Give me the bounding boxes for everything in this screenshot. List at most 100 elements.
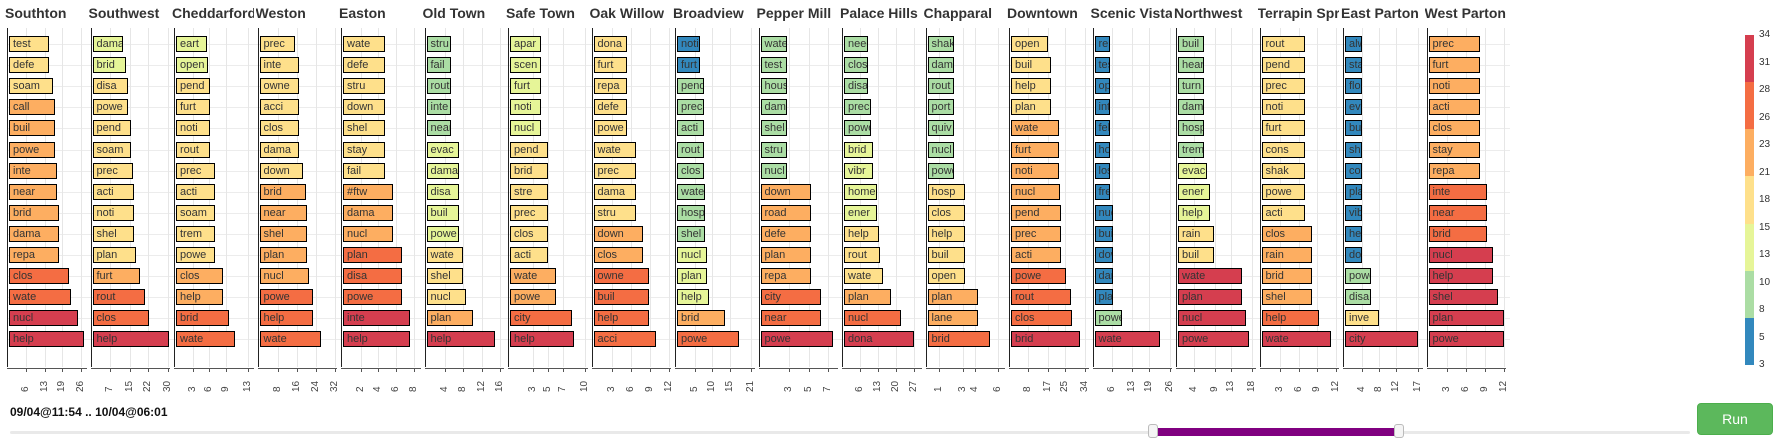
- bar[interactable]: buil: [593, 289, 649, 306]
- bar[interactable]: open: [927, 268, 966, 285]
- bar[interactable]: powe: [1094, 310, 1122, 327]
- bar[interactable]: evac: [1345, 99, 1363, 116]
- bar[interactable]: help: [9, 331, 84, 348]
- bar[interactable]: wate: [510, 268, 556, 285]
- bar[interactable]: stay: [343, 141, 385, 158]
- bar[interactable]: rout: [426, 78, 451, 95]
- bar[interactable]: down: [1094, 247, 1113, 263]
- bar[interactable]: soam: [176, 204, 215, 221]
- bar[interactable]: furt: [1428, 57, 1481, 74]
- bar[interactable]: plan: [92, 247, 136, 263]
- bar[interactable]: pend: [1011, 204, 1062, 221]
- bar[interactable]: powe: [1345, 268, 1371, 285]
- bar[interactable]: help: [844, 225, 879, 242]
- bar[interactable]: rout: [844, 247, 881, 263]
- bar[interactable]: brid: [927, 331, 991, 348]
- bar[interactable]: clos: [510, 225, 549, 242]
- bar[interactable]: help: [1261, 310, 1320, 327]
- bar[interactable]: hear: [1178, 57, 1204, 74]
- bar[interactable]: plan: [259, 247, 307, 263]
- bar[interactable]: dona: [1345, 247, 1363, 263]
- bar[interactable]: shel: [1261, 289, 1313, 306]
- bar[interactable]: wate: [1011, 120, 1059, 137]
- bar[interactable]: dama: [92, 36, 123, 52]
- bar[interactable]: vibr: [844, 162, 874, 179]
- bar[interactable]: wate: [259, 331, 321, 348]
- bar[interactable]: need: [844, 36, 869, 52]
- bar[interactable]: hosp: [1178, 120, 1204, 137]
- bar[interactable]: evac: [426, 141, 460, 158]
- bar[interactable]: noti: [176, 120, 210, 137]
- bar[interactable]: home: [844, 183, 878, 200]
- bar[interactable]: shel: [343, 120, 385, 137]
- bar[interactable]: acti: [677, 120, 704, 137]
- bar[interactable]: buil: [927, 247, 966, 263]
- bar[interactable]: shel: [677, 225, 706, 242]
- bar[interactable]: help: [927, 225, 966, 242]
- bar[interactable]: help: [1428, 268, 1494, 285]
- bar[interactable]: plan: [760, 247, 811, 263]
- bar[interactable]: cons: [1261, 141, 1306, 158]
- bar[interactable]: stru: [343, 78, 385, 95]
- bar[interactable]: prec: [1011, 225, 1062, 242]
- bar[interactable]: acti: [1428, 99, 1481, 116]
- bar[interactable]: shel: [1428, 289, 1498, 306]
- bar[interactable]: prec: [677, 99, 704, 116]
- bar[interactable]: pend: [1261, 57, 1306, 74]
- bar[interactable]: clos: [593, 247, 643, 263]
- bar[interactable]: powe: [510, 289, 556, 306]
- bar[interactable]: prec: [510, 204, 549, 221]
- bar[interactable]: powe: [426, 225, 460, 242]
- bar[interactable]: prec: [844, 99, 871, 116]
- bar[interactable]: acci: [593, 331, 656, 348]
- bar[interactable]: powe: [844, 120, 871, 137]
- bar[interactable]: powe: [1261, 183, 1306, 200]
- bar[interactable]: hosp: [677, 204, 706, 221]
- bar[interactable]: defe: [593, 99, 628, 116]
- bar[interactable]: furt: [1011, 141, 1059, 158]
- bar[interactable]: wate: [1261, 331, 1331, 348]
- bar[interactable]: shel: [426, 268, 463, 285]
- bar[interactable]: furt: [92, 268, 140, 285]
- bar[interactable]: evac: [1178, 162, 1208, 179]
- bar[interactable]: help: [1178, 204, 1211, 221]
- bar[interactable]: dama: [1094, 268, 1113, 285]
- bar[interactable]: inve: [1345, 310, 1380, 327]
- bar[interactable]: down: [593, 225, 643, 242]
- bar[interactable]: wate: [593, 141, 636, 158]
- bar[interactable]: acti: [510, 247, 549, 263]
- bar[interactable]: fell: [1094, 120, 1110, 137]
- bar[interactable]: wate: [1178, 268, 1243, 285]
- bar[interactable]: repa: [9, 247, 59, 263]
- bar[interactable]: powe: [760, 331, 833, 348]
- bar[interactable]: clos: [259, 120, 299, 137]
- bar[interactable]: powe: [176, 247, 215, 263]
- bar[interactable]: clos: [1428, 120, 1481, 137]
- bar[interactable]: brid: [259, 183, 306, 200]
- bar[interactable]: quiv: [927, 120, 954, 137]
- bar[interactable]: pend: [510, 141, 549, 158]
- bar[interactable]: brid: [677, 310, 725, 327]
- bar[interactable]: powe: [677, 331, 739, 348]
- bar[interactable]: ener: [844, 204, 878, 221]
- bar[interactable]: powe: [1011, 268, 1067, 285]
- bar[interactable]: hosp: [927, 183, 966, 200]
- bar[interactable]: turn: [1178, 78, 1204, 95]
- bar[interactable]: dama: [343, 204, 393, 221]
- bar[interactable]: trem: [1178, 141, 1204, 158]
- bar[interactable]: stre: [510, 183, 549, 200]
- bar[interactable]: help: [259, 310, 313, 327]
- bar[interactable]: near: [426, 120, 451, 137]
- bar[interactable]: nucl: [760, 162, 788, 179]
- bar[interactable]: prec: [92, 162, 133, 179]
- bar[interactable]: plan: [1011, 99, 1051, 116]
- bar[interactable]: help: [92, 331, 170, 348]
- bar[interactable]: soam: [9, 78, 53, 95]
- bar[interactable]: help: [1011, 78, 1051, 95]
- bar[interactable]: near: [9, 183, 58, 200]
- bar[interactable]: repa: [760, 268, 811, 285]
- bar[interactable]: repa: [1428, 162, 1481, 179]
- bar[interactable]: furt: [510, 78, 541, 95]
- bar[interactable]: nucl: [1428, 247, 1494, 263]
- bar[interactable]: down: [343, 99, 385, 116]
